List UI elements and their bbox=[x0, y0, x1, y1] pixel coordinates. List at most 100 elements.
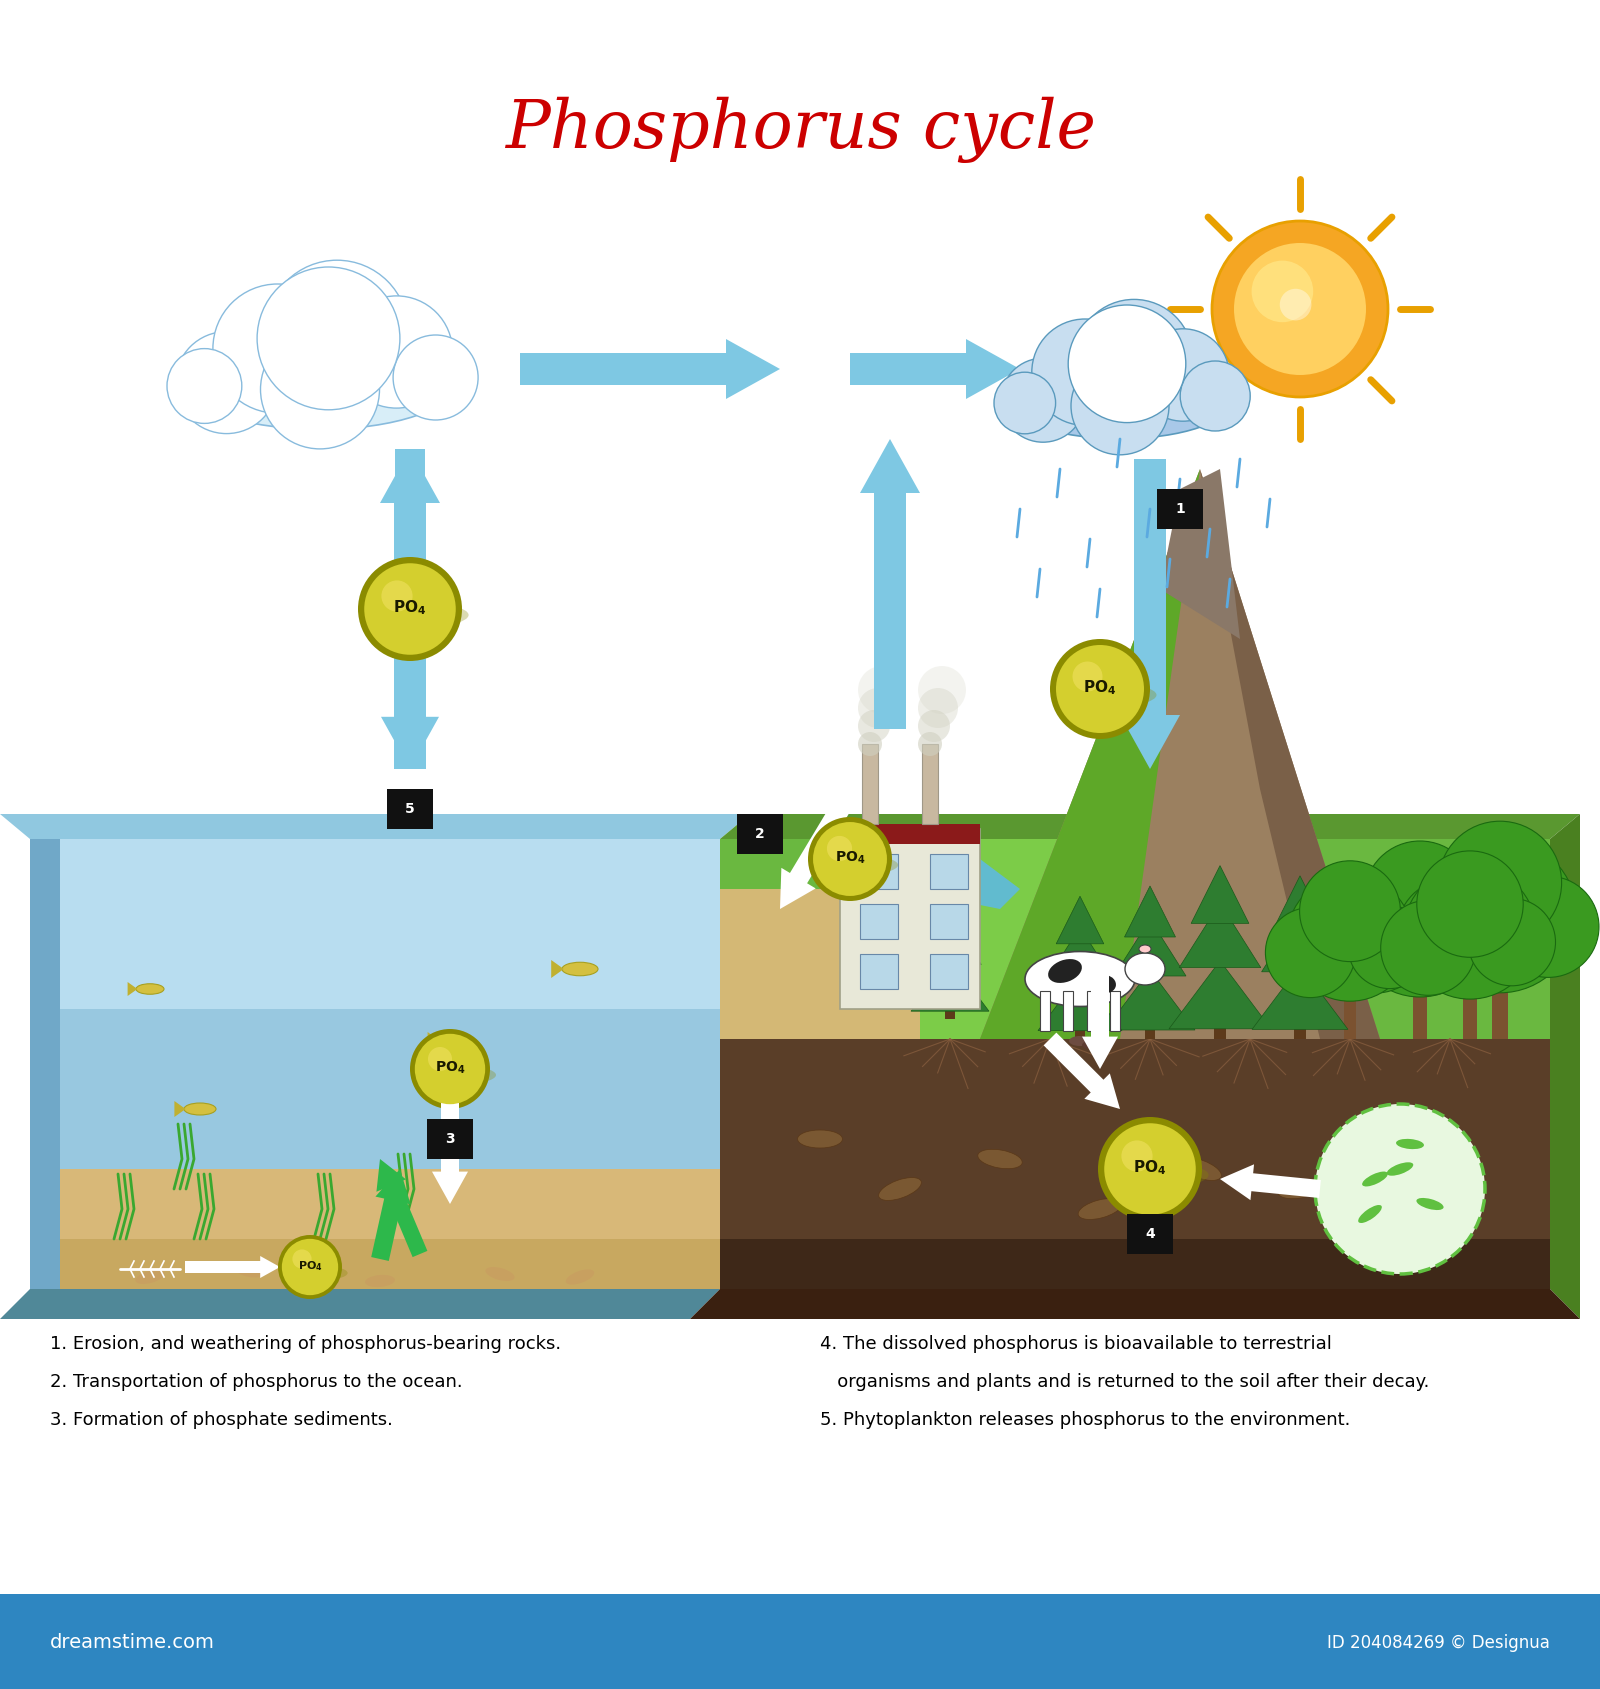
Text: 3. Formation of phosphate sediments.: 3. Formation of phosphate sediments. bbox=[50, 1410, 394, 1429]
Circle shape bbox=[278, 1235, 342, 1299]
Ellipse shape bbox=[878, 1177, 922, 1201]
Polygon shape bbox=[61, 870, 720, 1010]
Bar bbox=[1075, 1012, 1085, 1039]
Circle shape bbox=[1072, 662, 1102, 692]
Polygon shape bbox=[720, 839, 1550, 1039]
Circle shape bbox=[358, 557, 462, 662]
Ellipse shape bbox=[413, 1066, 496, 1086]
Ellipse shape bbox=[485, 1267, 515, 1282]
Polygon shape bbox=[690, 1289, 1581, 1319]
Ellipse shape bbox=[1094, 975, 1115, 993]
Circle shape bbox=[1032, 319, 1138, 426]
Polygon shape bbox=[850, 339, 1021, 400]
Bar bbox=[1086, 991, 1098, 1032]
Polygon shape bbox=[918, 915, 981, 964]
Ellipse shape bbox=[978, 1150, 1022, 1169]
Text: organisms and plants and is returned to the soil after their decay.: organisms and plants and is returned to … bbox=[819, 1371, 1429, 1390]
Polygon shape bbox=[61, 1010, 720, 1169]
Polygon shape bbox=[1106, 971, 1195, 1030]
Polygon shape bbox=[720, 814, 1581, 839]
Circle shape bbox=[1403, 866, 1536, 1000]
Polygon shape bbox=[1170, 961, 1270, 1029]
Text: $\mathbf{PO_4}$: $\mathbf{PO_4}$ bbox=[435, 1059, 466, 1076]
Text: 2: 2 bbox=[755, 826, 765, 841]
Polygon shape bbox=[1114, 919, 1186, 976]
Polygon shape bbox=[1046, 927, 1114, 981]
Polygon shape bbox=[550, 961, 563, 978]
Bar bbox=[861, 905, 898, 939]
Ellipse shape bbox=[810, 855, 898, 877]
Circle shape bbox=[827, 836, 853, 861]
Ellipse shape bbox=[360, 603, 469, 628]
Ellipse shape bbox=[1397, 1138, 1424, 1150]
Text: 2. Transportation of phosphorus to the ocean.: 2. Transportation of phosphorus to the o… bbox=[50, 1371, 462, 1390]
Polygon shape bbox=[1221, 1165, 1322, 1201]
Polygon shape bbox=[371, 1169, 411, 1262]
Bar bbox=[922, 745, 938, 824]
FancyBboxPatch shape bbox=[1126, 1214, 1173, 1253]
Circle shape bbox=[1418, 892, 1510, 983]
Bar bbox=[840, 829, 979, 1010]
Ellipse shape bbox=[1099, 1162, 1208, 1189]
Ellipse shape bbox=[1082, 1042, 1098, 1049]
Ellipse shape bbox=[1125, 953, 1165, 985]
Bar bbox=[1040, 991, 1050, 1032]
Circle shape bbox=[808, 817, 893, 902]
Ellipse shape bbox=[1051, 682, 1157, 708]
Ellipse shape bbox=[280, 1265, 347, 1282]
FancyBboxPatch shape bbox=[738, 814, 782, 855]
Ellipse shape bbox=[1078, 1199, 1122, 1219]
Circle shape bbox=[365, 564, 456, 655]
Circle shape bbox=[918, 711, 950, 743]
Circle shape bbox=[1075, 301, 1192, 417]
Polygon shape bbox=[61, 839, 720, 870]
Circle shape bbox=[1251, 262, 1314, 323]
Polygon shape bbox=[1200, 470, 1379, 1039]
Polygon shape bbox=[720, 890, 920, 1039]
Bar bbox=[1110, 991, 1120, 1032]
Circle shape bbox=[1050, 640, 1150, 740]
Circle shape bbox=[1315, 1105, 1485, 1274]
Text: 4. The dissolved phosphorus is bioavailable to terrestrial: 4. The dissolved phosphorus is bioavaila… bbox=[819, 1334, 1331, 1353]
Circle shape bbox=[1070, 358, 1170, 456]
Circle shape bbox=[341, 297, 453, 409]
Circle shape bbox=[1104, 1123, 1195, 1214]
Bar bbox=[1493, 978, 1507, 1039]
Ellipse shape bbox=[184, 1103, 216, 1115]
Bar bbox=[930, 954, 968, 990]
Circle shape bbox=[1002, 360, 1085, 443]
Polygon shape bbox=[720, 1240, 1550, 1289]
Circle shape bbox=[429, 1047, 453, 1071]
Polygon shape bbox=[1120, 459, 1181, 770]
Ellipse shape bbox=[1026, 953, 1134, 1007]
Circle shape bbox=[918, 733, 942, 757]
Text: $\mathbf{PO_4}$: $\mathbf{PO_4}$ bbox=[1133, 1159, 1166, 1177]
Text: $\mathbf{PO_4}$: $\mathbf{PO_4}$ bbox=[298, 1258, 323, 1272]
Ellipse shape bbox=[365, 1275, 395, 1287]
Circle shape bbox=[394, 336, 478, 421]
FancyBboxPatch shape bbox=[1157, 490, 1203, 529]
Polygon shape bbox=[61, 1169, 720, 1240]
FancyBboxPatch shape bbox=[427, 1120, 474, 1159]
Polygon shape bbox=[174, 1101, 186, 1118]
Polygon shape bbox=[427, 1032, 437, 1047]
Circle shape bbox=[1069, 306, 1186, 424]
Circle shape bbox=[213, 285, 342, 414]
Circle shape bbox=[813, 823, 886, 897]
Bar bbox=[946, 993, 955, 1020]
Bar bbox=[840, 824, 979, 844]
Polygon shape bbox=[1125, 887, 1176, 937]
Polygon shape bbox=[1056, 897, 1104, 944]
Circle shape bbox=[1098, 1118, 1202, 1221]
Polygon shape bbox=[861, 439, 920, 730]
Polygon shape bbox=[979, 470, 1200, 1039]
Text: dreamstime.com: dreamstime.com bbox=[50, 1633, 214, 1652]
Circle shape bbox=[282, 1240, 338, 1295]
Circle shape bbox=[410, 1029, 490, 1110]
Bar bbox=[1464, 986, 1477, 1039]
Circle shape bbox=[918, 667, 966, 714]
Circle shape bbox=[994, 373, 1056, 434]
Circle shape bbox=[1326, 893, 1426, 993]
Polygon shape bbox=[381, 449, 438, 770]
Polygon shape bbox=[870, 914, 928, 959]
